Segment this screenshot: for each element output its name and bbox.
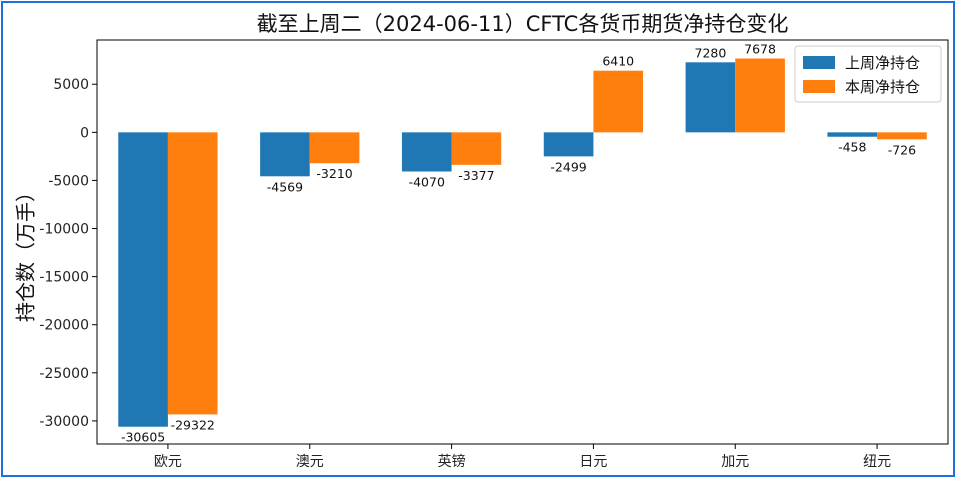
- bar-2-英镑: [451, 132, 502, 165]
- x-tick-label: 英镑: [438, 453, 466, 470]
- y-tick-label: -30000: [39, 414, 89, 430]
- bar-1-日元: [543, 132, 594, 157]
- data-label: -4070: [409, 174, 445, 189]
- data-label: -2499: [550, 159, 586, 174]
- bar-2-纽元: [877, 132, 927, 140]
- y-axis-label: 持仓数（万手）: [14, 182, 38, 322]
- y-tick-label: -25000: [39, 366, 89, 382]
- data-label: -29322: [171, 417, 215, 432]
- legend-label: 上周净持仓: [845, 54, 920, 72]
- y-tick-label: -5000: [48, 173, 89, 189]
- x-tick-label: 欧元: [154, 454, 182, 470]
- bar-1-加元: [685, 62, 736, 133]
- x-tick-label: 加元: [721, 454, 749, 470]
- bar-1-澳元: [260, 132, 310, 177]
- y-tick-label: -15000: [39, 270, 89, 286]
- data-label: -726: [888, 142, 916, 157]
- data-label: -4569: [267, 179, 303, 194]
- x-tick-label: 日元: [579, 454, 607, 470]
- data-label: 6410: [602, 54, 634, 69]
- y-tick-label: -10000: [39, 222, 89, 238]
- plot-frame: [96, 39, 949, 445]
- data-label: 7280: [695, 45, 727, 60]
- y-tick-label: 5000: [53, 77, 89, 93]
- bar-2-澳元: [309, 132, 360, 164]
- data-label: -3210: [316, 166, 352, 181]
- legend-swatch: [803, 80, 835, 93]
- bar-1-英镑: [401, 132, 452, 172]
- x-tick-label: 澳元: [296, 454, 324, 470]
- data-label: -458: [838, 140, 866, 155]
- bar-2-欧元: [167, 132, 218, 415]
- data-label: -30605: [121, 430, 165, 445]
- x-tick-label: 纽元: [863, 454, 891, 470]
- bar-1-欧元: [118, 132, 168, 427]
- data-label: -3377: [458, 168, 494, 183]
- bar-2-加元: [735, 58, 785, 133]
- legend-swatch: [803, 56, 835, 69]
- data-label: 7678: [744, 41, 776, 56]
- bar-2-日元: [593, 70, 644, 133]
- chart-title: 截至上周二（2024-06-11）CFTC各货币期货净持仓变化: [257, 12, 789, 36]
- bar-1-纽元: [827, 132, 878, 137]
- plot-area: -30605 -4569 -4070 -2499 7280 -458 -29322 -3210…: [39, 39, 949, 470]
- legend-label: 本周净持仓: [845, 78, 920, 96]
- y-tick-label: -20000: [39, 318, 89, 334]
- y-tick-label: 0: [80, 125, 89, 141]
